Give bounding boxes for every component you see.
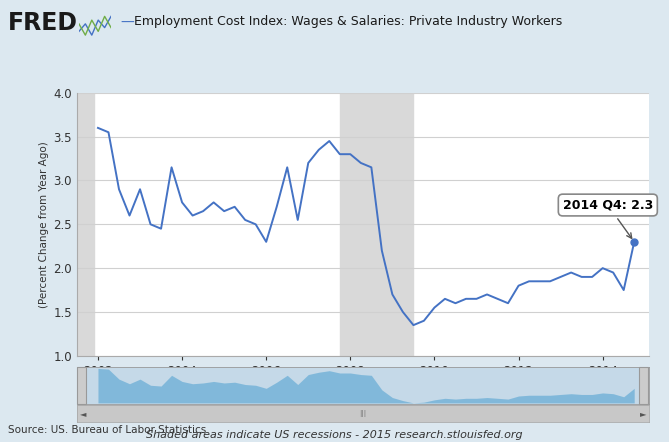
Bar (340, 93, 413, 356)
Text: Source: US. Bureau of Labor Statistics: Source: US. Bureau of Labor Statistics (8, 425, 206, 435)
Text: ►: ► (640, 409, 646, 418)
Text: ◄: ◄ (80, 409, 86, 418)
Text: Employment Cost Index: Wages & Salaries: Private Industry Workers: Employment Cost Index: Wages & Salaries:… (134, 15, 562, 28)
Text: FRED: FRED (8, 11, 78, 35)
Bar (68, 93, 94, 356)
Text: |||: ||| (359, 410, 367, 417)
Text: 2014 Q4: 2.3: 2014 Q4: 2.3 (563, 198, 653, 238)
Text: —: — (120, 15, 134, 30)
Text: Shaded areas indicate US recessions - 2015 research.stlouisfed.org: Shaded areas indicate US recessions - 20… (147, 430, 522, 440)
Y-axis label: (Percent Change from Year Ago): (Percent Change from Year Ago) (39, 141, 50, 308)
